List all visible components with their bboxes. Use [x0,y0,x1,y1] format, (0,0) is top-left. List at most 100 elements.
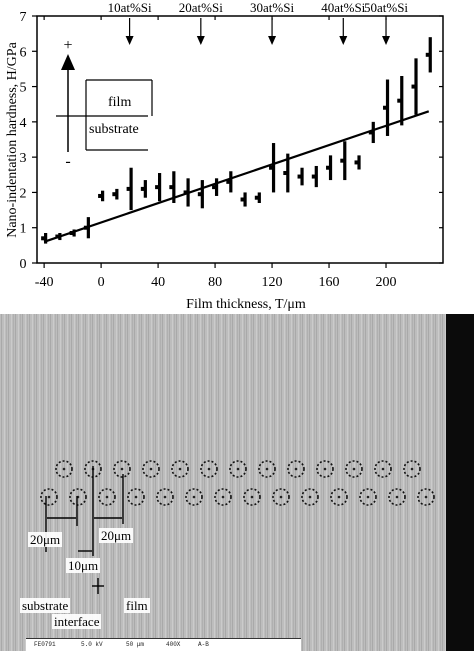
composition-label: 20at%Si [179,0,223,15]
indent-circle [403,460,421,478]
label-interface: interface [52,614,102,629]
data-point [240,197,245,202]
plot-frame [36,15,444,264]
indent-circle [417,488,435,506]
y-tick-label: 7 [20,10,27,25]
indent-circle [316,460,334,478]
indent-center [323,467,327,471]
sem-status-bar: FE0791 5.0 kV 50 μm 400X A-B [26,638,301,651]
indent-center [250,495,254,499]
indent-center [366,495,370,499]
x-tick-label: 120 [262,275,283,290]
y-tick-label: 0 [20,257,27,272]
composition-arrow-head [268,36,277,45]
data-point [383,105,388,110]
indent-circle [113,460,131,478]
composition-arrow-head [382,36,391,45]
data-point [283,171,288,176]
data-point [112,192,117,197]
indent-circle [185,488,203,506]
x-axis-label: Film thickness, T/μm [186,297,306,312]
dark-edge [446,314,474,651]
indent-center [279,495,283,499]
plot-border [36,15,444,264]
film-substrate-inset: film substrate + - [56,37,153,170]
data-point [254,195,259,200]
x-tick-label: 200 [376,275,397,290]
indent-circle [171,460,189,478]
y-tick-label: 4 [20,116,27,131]
indent-center [134,495,138,499]
data-point [340,158,345,163]
data-point [212,185,217,190]
x-tick-label: -40 [35,275,54,290]
indent-circle [258,460,276,478]
status-field-0: FE0791 [34,641,56,648]
data-point [126,186,131,191]
y-tick-label: 3 [20,151,27,166]
composition-arrow-head [196,36,205,45]
composition-label: 30at%Si [250,0,294,15]
status-field-1: 5.0 kV [81,641,103,648]
indent-center [265,467,269,471]
indent-center [120,467,124,471]
x-tick-label: 80 [208,275,222,290]
label-film: film [124,598,150,613]
indent-center [207,467,211,471]
indent-circle [388,488,406,506]
x-axis-ticks: -40 0 40 80 120 160 200 [35,16,397,290]
composition-arrow-head [125,36,134,45]
composition-label: 40at%Si [321,0,365,15]
indent-center [62,467,66,471]
indent-circle [229,460,247,478]
data-point [311,174,316,179]
data-point [326,165,331,170]
indent-center [395,495,399,499]
composition-label: 10at%Si [108,0,152,15]
y-tick-label: 5 [20,81,27,96]
indent-circle [272,488,290,506]
indent-center [294,467,298,471]
y-tick-label: 6 [20,45,27,60]
indent-circle [214,488,232,506]
data-point [269,165,274,170]
indent-circle [374,460,392,478]
indent-center [178,467,182,471]
label-20um-right: 20μm [99,528,134,543]
status-field-4: A-B [198,641,209,648]
y-axis-label: Nano-indentation hardness, H/GPa [5,41,20,237]
composition-label: 50at%Si [364,0,408,15]
indent-circle [40,488,58,506]
indent-center [105,495,109,499]
inset-minus: - [65,153,70,170]
inset-substrate-label: substrate [89,122,139,137]
status-field-2: 50 μm [126,641,145,648]
sem-micrograph: 20μm 20μm 10μm substrate film interface … [0,314,474,651]
data-point [183,190,188,195]
data-point [226,179,231,184]
x-tick-label: 40 [151,275,165,290]
label-10um: 10μm [66,558,101,573]
indent-circle [359,488,377,506]
indent-circle [69,488,87,506]
inset-film-label: film [108,95,131,110]
x-tick-label: 0 [98,275,105,290]
indent-circle [156,488,174,506]
indent-circle [142,460,160,478]
indent-circle [127,488,145,506]
indent-circle [200,460,218,478]
indent-circle [98,488,116,506]
indent-center [163,495,167,499]
status-field-3: 400X [166,641,181,648]
data-point [197,192,202,197]
composition-arrow-head [339,36,348,45]
data-point [297,174,302,179]
data-point [169,185,174,190]
y-tick-label: 1 [20,222,27,237]
x-tick-label: 160 [319,275,340,290]
data-point [397,98,402,103]
data-point [354,160,359,165]
indent-center [352,467,356,471]
